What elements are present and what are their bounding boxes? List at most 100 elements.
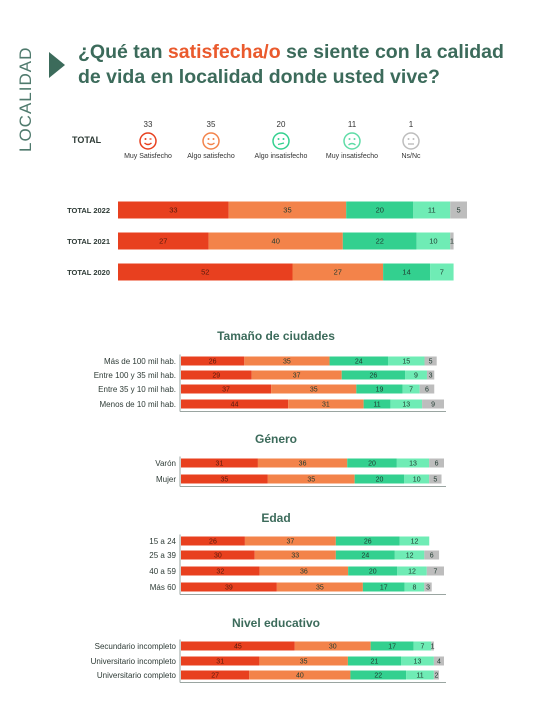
bar-segment [450, 232, 454, 250]
bar-value-label: 3 [426, 585, 430, 592]
bar-value-label: 26 [364, 539, 372, 546]
legend-item: 1 Ns/Nc [376, 120, 446, 160]
legend-label: Muy Satisfecho [124, 153, 172, 160]
legend-label: Ns/Nc [401, 153, 421, 160]
bar-segment [294, 641, 371, 651]
bar-segment [329, 356, 388, 366]
legend-value: 35 [206, 120, 216, 129]
smile-face-icon [202, 132, 220, 150]
bar-value-label: 5 [429, 359, 433, 366]
bar-value-label: 27 [211, 673, 219, 680]
bar-value-label: 11 [373, 402, 380, 409]
bar-segment [181, 582, 277, 592]
bar-value-label: 27 [159, 237, 167, 246]
bar-value-label: 52 [201, 268, 209, 277]
bar-segment [181, 550, 255, 560]
bar-value-label: 44 [231, 402, 239, 409]
bar-segment [390, 399, 423, 409]
bar-value-label: 35 [283, 359, 291, 366]
bar-value-label: 5 [457, 206, 461, 215]
bar-segment [335, 536, 400, 546]
bar-value-label: 26 [369, 373, 377, 380]
bar-value-label: 37 [293, 373, 301, 380]
bar-value-label: 15 [402, 359, 410, 366]
bar-value-label: 37 [286, 539, 294, 546]
bar-segment [422, 399, 444, 409]
bar-value-label: 7 [421, 644, 425, 651]
bar-segment [244, 356, 330, 366]
bar-segment [181, 370, 252, 380]
bar-value-label: 35 [316, 585, 324, 592]
bar-value-label: 20 [376, 477, 384, 484]
category-label: Menos de 10 mil hab. [100, 400, 177, 409]
bar-segment [292, 263, 384, 281]
bar-value-label: 30 [329, 644, 337, 651]
bar-value-label: 12 [411, 539, 419, 546]
bar-value-label: 26 [209, 539, 217, 546]
bar-segment [363, 399, 391, 409]
play-arrow-icon [49, 52, 65, 78]
category-label: Secundario incompleto [95, 642, 177, 651]
bar-value-label: 7 [409, 387, 413, 394]
bar-value-label: 32 [216, 569, 224, 576]
bar-value-label: 31 [216, 461, 224, 468]
bar-segment [335, 550, 395, 560]
bar-value-label: 35 [221, 477, 229, 484]
bar-segment [429, 474, 442, 484]
sad-face-icon [343, 132, 361, 150]
bar-value-label: 13 [414, 659, 422, 666]
category-label: TOTAL 2020 [67, 268, 110, 277]
bar-segment [350, 670, 407, 680]
category-label: Mujer [156, 475, 176, 484]
bar-segment [259, 566, 349, 576]
bar-segment [259, 656, 348, 666]
legend-value: 11 [347, 120, 357, 129]
bar-segment [450, 201, 467, 219]
category-label: Varón [155, 459, 176, 468]
bar-value-label: 24 [361, 553, 369, 560]
bar-segment [347, 656, 402, 666]
bar-segment [181, 670, 250, 680]
title-highlight: satisfecha/o [167, 41, 281, 63]
title-post: se siente con la calidad de vida en loca… [78, 41, 504, 88]
bar-value-label: 39 [225, 585, 233, 592]
bar-segment [424, 356, 437, 366]
bar-value-label: 1 [431, 644, 435, 651]
legend-item: 33 Muy Satisfecho [113, 120, 183, 160]
chart-title: Tamaño de ciudades [217, 329, 335, 343]
bar-value-label: 35 [300, 659, 308, 666]
bar-segment [370, 641, 414, 651]
chart-title: Edad [261, 511, 290, 525]
bar-segment [208, 232, 343, 250]
category-label: Más de 100 mil hab. [104, 357, 176, 366]
bar-value-label: 35 [307, 477, 315, 484]
bar-segment [383, 263, 431, 281]
bar-segment [267, 474, 355, 484]
bar-segment [181, 656, 260, 666]
bar-segment [257, 458, 348, 468]
legend-label: Algo insatisfecho [254, 153, 308, 160]
legend-item: 35 Algo satisfecho [176, 120, 246, 160]
legend-item: 20 Algo insatisfecho [246, 120, 316, 160]
bar-segment [249, 670, 351, 680]
neutral-face-icon [402, 132, 420, 150]
bar-value-label: 20 [369, 569, 377, 576]
bar-value-label: 13 [402, 402, 410, 409]
bar-value-label: 35 [283, 206, 291, 215]
bar-value-label: 7 [433, 569, 437, 576]
bar-segment [431, 641, 434, 651]
bar-segment [346, 201, 414, 219]
chart-title: Género [255, 432, 297, 446]
bar-segment [413, 201, 451, 219]
bar-segment [341, 370, 406, 380]
bar-value-label: 5 [433, 477, 437, 484]
bar-segment [430, 263, 454, 281]
category-label: Universitario incompleto [91, 657, 177, 666]
category-label: TOTAL 2022 [67, 206, 110, 215]
bar-segment [228, 201, 347, 219]
bar-segment [288, 399, 364, 409]
bar-segment [406, 670, 434, 680]
bar-segment [396, 458, 430, 468]
bar-value-label: 11 [428, 206, 436, 215]
legend-label: Algo satisfecho [187, 153, 235, 160]
